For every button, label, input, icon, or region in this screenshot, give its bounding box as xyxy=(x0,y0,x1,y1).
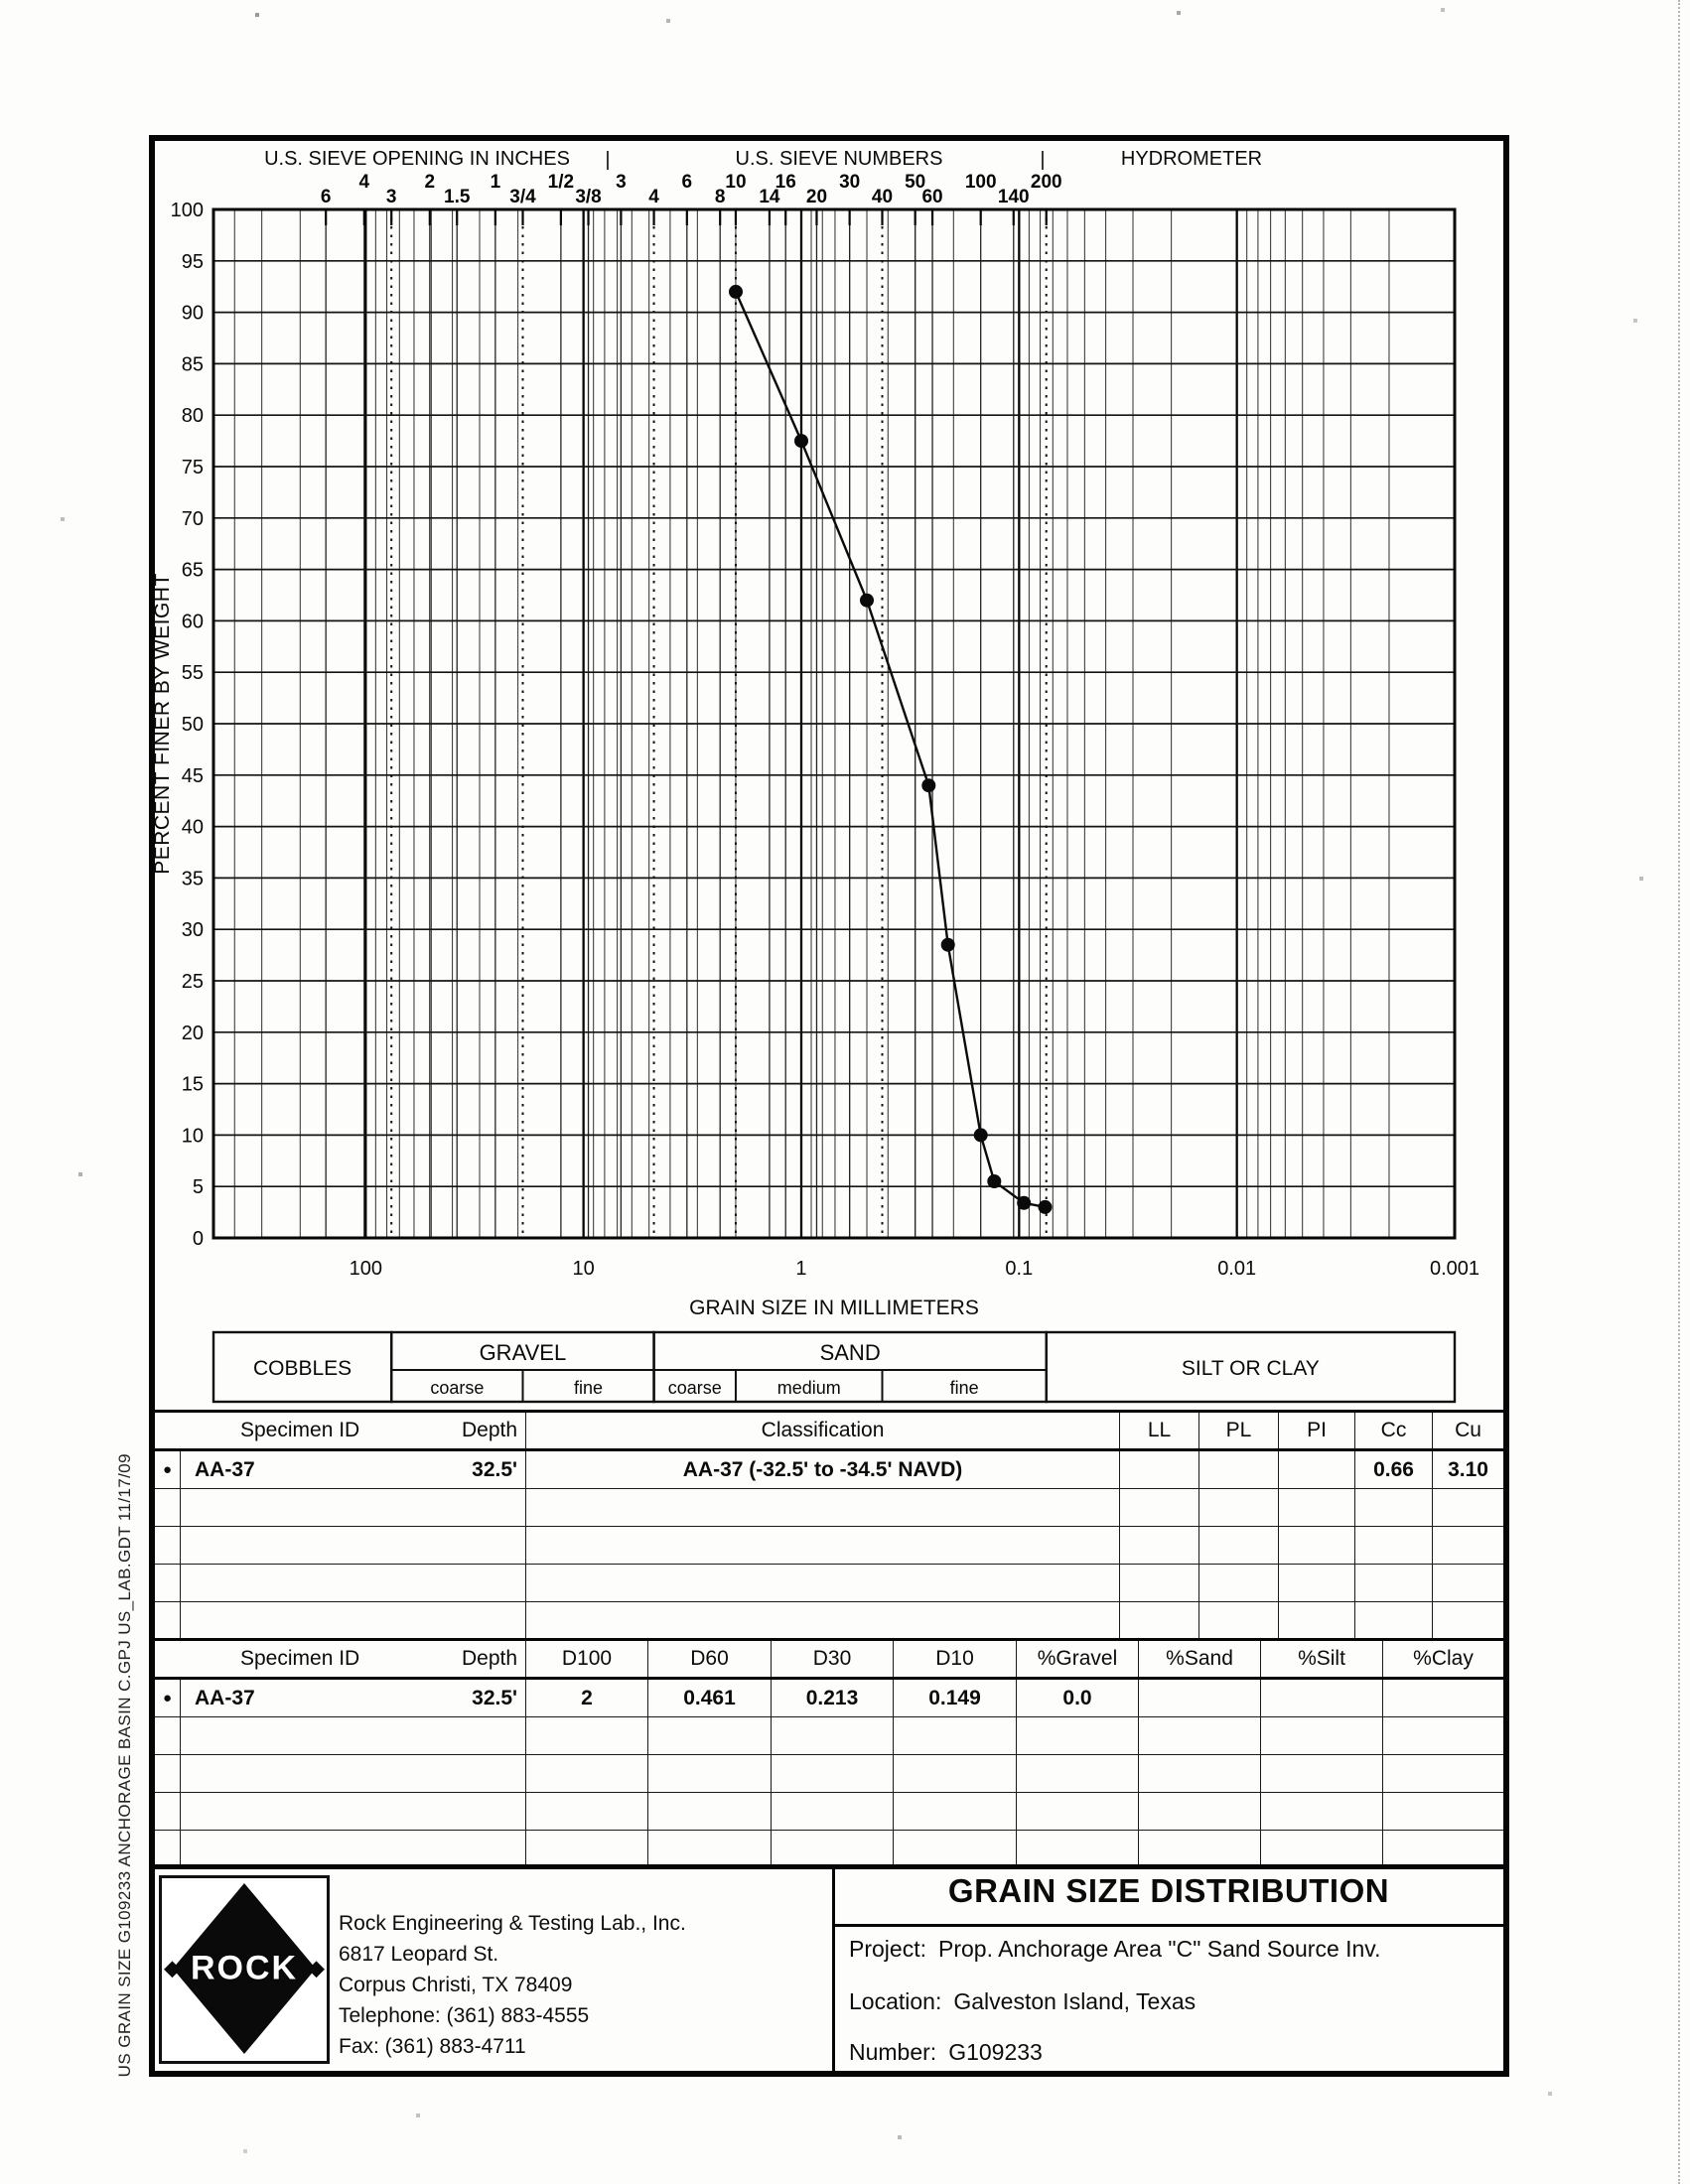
report-title: GRAIN SIZE DISTRIBUTION xyxy=(947,1872,1390,1909)
table-empty-row xyxy=(153,1754,1506,1793)
cell-cc: 0.66 xyxy=(1354,1449,1434,1489)
cell-pl xyxy=(1198,1449,1280,1489)
location-label: Location: xyxy=(849,1988,942,2014)
col-header-gravel: %Gravel xyxy=(1016,1639,1140,1680)
logo-left-diamond-icon: ◆ xyxy=(164,1955,181,1980)
table-header-row: Specimen ID Depth Classification LL PL PI Cc Cu xyxy=(152,1411,1506,1451)
number-label: Number: xyxy=(849,2039,937,2065)
col-header-sand: %Sand xyxy=(1138,1639,1262,1680)
company-phone: Telephone: (361) 883-4555 xyxy=(339,2004,590,2027)
location-line: Location: Galveston Island, Texas xyxy=(849,1988,1196,2015)
table-empty-row xyxy=(153,1830,1506,1868)
col-header-clay: %Clay xyxy=(1382,1639,1506,1680)
table-row: ● AA-37 32.5' AA-37 (-32.5' to -34.5' NAVD)… xyxy=(153,1449,1506,1489)
cell-d30: 0.213 xyxy=(771,1678,895,1717)
table-empty-row xyxy=(153,1564,1506,1602)
company-info: Rock Engineering & Testing Lab., Inc. 68… xyxy=(339,1908,686,2062)
company-fax: Fax: (361) 883-4711 xyxy=(339,2035,526,2058)
gradation-table: Specimen ID Depth D100 D60 D30 D10 %Gravel %San… xyxy=(152,1638,1507,1869)
cell-silt xyxy=(1260,1678,1384,1717)
col-header-cu: Cu xyxy=(1432,1411,1506,1451)
cell-depth: 32.5' xyxy=(399,1449,527,1489)
file-info-vertical-text: US GRAIN SIZE G109233 ANCHORAGE BASIN C.… xyxy=(115,1452,134,2077)
table-empty-row xyxy=(153,1601,1506,1640)
col-header-classification: Classification xyxy=(525,1411,1121,1451)
col-header-d100: D100 xyxy=(525,1639,649,1680)
col-header-ll: LL xyxy=(1119,1411,1200,1451)
footer-top-border xyxy=(152,1864,1503,1868)
table-empty-row xyxy=(153,1488,1506,1527)
col-header-silt: %Silt xyxy=(1260,1639,1384,1680)
col-header-specimen-id: Specimen ID xyxy=(240,1419,360,1441)
col-header-d60: D60 xyxy=(647,1639,773,1680)
report-border-frame xyxy=(149,135,1509,2077)
number-value: G109233 xyxy=(948,2039,1043,2065)
cell-clay xyxy=(1382,1678,1506,1717)
rock-logo: ◆ ROCK ◆ xyxy=(159,1875,330,2064)
company-street: 6817 Leopard St. xyxy=(339,1943,499,1966)
scan-edge-artifact xyxy=(1678,0,1680,2184)
col-header-cc: Cc xyxy=(1354,1411,1434,1451)
col-header-pl: PL xyxy=(1198,1411,1280,1451)
project-line: Project: Prop. Anchorage Area "C" Sand So… xyxy=(849,1936,1381,1963)
project-label: Project: xyxy=(849,1936,926,1962)
col-header-pi: PI xyxy=(1278,1411,1356,1451)
cell-d100: 2 xyxy=(525,1678,649,1717)
cell-ll xyxy=(1119,1449,1200,1489)
company-city: Corpus Christi, TX 78409 xyxy=(339,1974,573,1996)
logo-text: ROCK xyxy=(190,1949,299,1987)
cell-specimen-id: AA-37 xyxy=(180,1678,400,1717)
cell-sand xyxy=(1138,1678,1262,1717)
col-header-d30: D30 xyxy=(771,1639,895,1680)
col-header-specimen-id: Specimen ID xyxy=(240,1647,360,1670)
cell-pi xyxy=(1278,1449,1356,1489)
footer-divider xyxy=(832,1866,835,2072)
logo-right-diamond-icon: ◆ xyxy=(308,1955,325,1980)
scan-speckles xyxy=(0,0,2,2)
cell-depth: 32.5' xyxy=(399,1678,527,1717)
cell-d60: 0.461 xyxy=(647,1678,773,1717)
title-underline xyxy=(832,1924,1506,1927)
specimen-summary-table: Specimen ID Depth Classification LL PL PI Cc Cu… xyxy=(152,1410,1507,1641)
table-empty-row xyxy=(153,1526,1506,1565)
project-value: Prop. Anchorage Area "C" Sand Source Inv… xyxy=(937,1936,1381,1962)
cell-cu: 3.10 xyxy=(1432,1449,1506,1489)
cell-classification: AA-37 (-32.5' to -34.5' NAVD) xyxy=(525,1449,1121,1489)
row-marker: ● xyxy=(153,1449,181,1489)
cell-d10: 0.149 xyxy=(893,1678,1018,1717)
row-marker: ● xyxy=(153,1678,181,1717)
number-line: Number: G109233 xyxy=(849,2039,1043,2066)
cell-gravel: 0.0 xyxy=(1016,1678,1140,1717)
table-row: ● AA-37 32.5' 2 0.461 0.213 0.149 0.0 xyxy=(153,1678,1506,1717)
col-header-depth: Depth xyxy=(461,1419,518,1441)
cell-specimen-id: AA-37 xyxy=(180,1449,400,1489)
table-empty-row xyxy=(153,1792,1506,1831)
table-empty-row xyxy=(153,1716,1506,1755)
col-header-d10: D10 xyxy=(893,1639,1018,1680)
rock-logo-stripe: ◆ ROCK ◆ xyxy=(162,1952,327,1985)
col-header-depth: Depth xyxy=(461,1647,518,1670)
location-value: Galveston Island, Texas xyxy=(953,1988,1197,2014)
company-name: Rock Engineering & Testing Lab., Inc. xyxy=(339,1912,686,1935)
table-header-row: Specimen ID Depth D100 D60 D30 D10 %Gravel %San… xyxy=(152,1639,1506,1680)
